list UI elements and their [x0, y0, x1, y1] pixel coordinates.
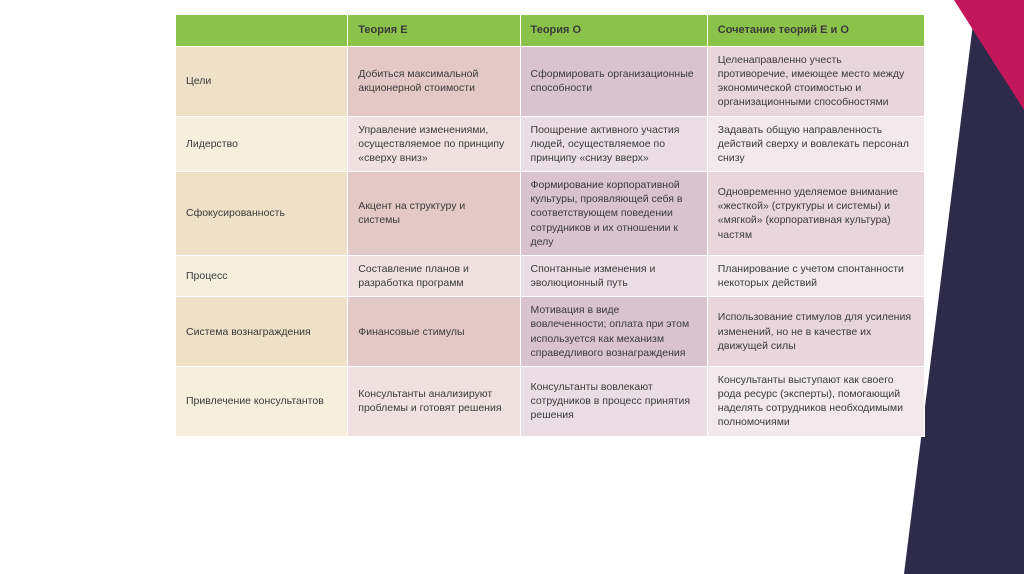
table-row: Система вознаграждения Финансовые стимул…	[176, 297, 925, 367]
row-label: Лидерство	[176, 116, 348, 172]
cell: Целенаправленно учесть противоречие, име…	[707, 46, 924, 116]
cell: Спонтанные изменения и эволюционный путь	[520, 255, 707, 296]
row-label: Система вознаграждения	[176, 297, 348, 367]
table-row: Процесс Составление планов и разработка …	[176, 255, 925, 296]
cell: Сформировать организационные способности	[520, 46, 707, 116]
cell: Управление изменениями, осуществляемое п…	[348, 116, 520, 172]
cell: Одновременно уделяемое внимание «жесткой…	[707, 172, 924, 256]
comparison-table-container: Теория Е Теория О Сочетание теорий Е и О…	[175, 14, 925, 437]
table-row: Цели Добиться максимальной акционерной с…	[176, 46, 925, 116]
cell: Консультанты анализируют проблемы и гото…	[348, 366, 520, 436]
cell: Использование стимулов для усиления изме…	[707, 297, 924, 367]
cell: Акцент на структуру и системы	[348, 172, 520, 256]
cell: Поощрение активного участия людей, осуще…	[520, 116, 707, 172]
table-row: Привлечение консультантов Консультанты а…	[176, 366, 925, 436]
cell: Добиться максимальной акционерной стоимо…	[348, 46, 520, 116]
cell: Финансовые стимулы	[348, 297, 520, 367]
background-magenta-wedge	[954, 0, 1024, 110]
row-label: Цели	[176, 46, 348, 116]
row-label: Привлечение консультантов	[176, 366, 348, 436]
cell: Задавать общую направленность действий с…	[707, 116, 924, 172]
cell: Консультанты вовлекают сотрудников в про…	[520, 366, 707, 436]
cell: Формирование корпоративной культуры, про…	[520, 172, 707, 256]
table-row: Лидерство Управление изменениями, осущес…	[176, 116, 925, 172]
cell: Планирование с учетом спонтанности некот…	[707, 255, 924, 296]
cell: Консультанты выступают как своего рода р…	[707, 366, 924, 436]
cell: Составление планов и разработка программ	[348, 255, 520, 296]
row-label: Сфокусированность	[176, 172, 348, 256]
comparison-table: Теория Е Теория О Сочетание теорий Е и О…	[175, 14, 925, 437]
table-body: Цели Добиться максимальной акционерной с…	[176, 46, 925, 436]
header-theory-e: Теория Е	[348, 15, 520, 47]
table-header-row: Теория Е Теория О Сочетание теорий Е и О	[176, 15, 925, 47]
cell: Мотивация в виде вовлеченности; оплата п…	[520, 297, 707, 367]
header-empty	[176, 15, 348, 47]
table-row: Сфокусированность Акцент на структуру и …	[176, 172, 925, 256]
header-theory-combo: Сочетание теорий Е и О	[707, 15, 924, 47]
header-theory-o: Теория О	[520, 15, 707, 47]
row-label: Процесс	[176, 255, 348, 296]
